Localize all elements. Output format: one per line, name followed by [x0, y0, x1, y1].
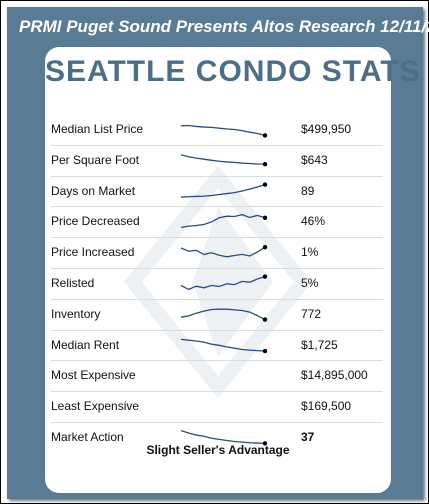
sparkline — [180, 214, 268, 229]
sparkline — [180, 124, 268, 138]
sparkline — [180, 181, 268, 198]
stat-value: 772 — [301, 306, 322, 321]
stat-row-most-expensive: Most Expensive $14,895,000 — [51, 361, 383, 393]
stat-value: $169,500 — [301, 399, 352, 414]
background-panel: PRMI Puget Sound Presents Altos Research… — [7, 7, 429, 499]
stat-value: $643 — [301, 152, 328, 167]
stat-row-inventory: Inventory 772 — [51, 300, 383, 331]
stat-label: Per Square Foot — [51, 152, 140, 167]
stat-row-price-increased: Price Increased 1% — [51, 238, 383, 269]
sparkline-path — [180, 124, 266, 137]
sparkline-path — [180, 183, 266, 198]
sparkline-endpoint — [262, 133, 268, 138]
stats-card: SEATTLE CONDO STATS Median List Price $4… — [45, 47, 421, 493]
stat-value: $14,895,000 — [301, 368, 368, 383]
sparkline — [180, 308, 268, 322]
stat-label: Median List Price — [51, 122, 144, 136]
stat-value: $1,725 — [301, 337, 338, 352]
sparkline — [180, 429, 268, 446]
stat-row-median-list-price: Median List Price $499,950 — [51, 115, 383, 146]
sparkline — [180, 274, 268, 291]
sparkline — [180, 154, 268, 167]
sparkline-path — [180, 429, 266, 445]
stat-label: Relisted — [51, 275, 95, 290]
stat-label: Price Increased — [51, 245, 135, 260]
stat-row-relisted: Relisted 5% — [51, 269, 383, 300]
sparkline-path — [180, 308, 266, 320]
sparkline-endpoint — [262, 181, 268, 187]
sparkline-path — [180, 246, 266, 258]
stat-row-days-on-market: Days on Market 89 — [51, 177, 383, 208]
stat-label: Median Rent — [51, 337, 120, 352]
stat-value: 89 — [301, 183, 315, 198]
sparkline-endpoint — [262, 441, 268, 446]
sparkline — [180, 245, 268, 258]
sparkline-endpoint — [262, 245, 268, 250]
sparkline-path — [180, 154, 266, 165]
sparkline-path — [180, 338, 266, 352]
stat-value: 37 — [301, 429, 315, 444]
stat-row-market-action: Market Action 37 — [51, 423, 383, 453]
stat-value: 5% — [301, 275, 319, 290]
stat-label: Most Expensive — [51, 368, 136, 383]
sparkline-endpoint — [262, 161, 268, 167]
sparkline-endpoint — [262, 317, 268, 322]
stat-value: 1% — [301, 245, 319, 260]
stat-label: Price Decreased — [51, 214, 140, 229]
sparkline-endpoint — [262, 348, 268, 353]
stats-table: Median List Price $499,950 Per Square Fo… — [51, 115, 383, 453]
stat-label: Least Expensive — [51, 399, 140, 414]
stat-row-least-expensive: Least Expensive $169,500 — [51, 392, 383, 423]
diamond-logo-watermark — [123, 167, 313, 397]
sparkline — [180, 338, 268, 353]
sparkline-endpoint — [262, 215, 268, 221]
header-title: PRMI Puget Sound Presents Altos Research… — [19, 17, 429, 36]
card-title: SEATTLE CONDO STATS — [45, 55, 421, 88]
stat-row-median-rent: Median Rent $1,725 — [51, 331, 383, 362]
stat-label: Days on Market — [51, 183, 136, 198]
market-action-summary: Slight Seller's Advantage — [146, 443, 290, 457]
stat-label: Market Action — [51, 429, 124, 444]
stat-row-per-square-foot: Per Square Foot $643 — [51, 146, 383, 177]
stat-value: 46% — [301, 214, 326, 229]
stat-value: $499,950 — [301, 122, 352, 136]
sparkline-endpoint — [262, 274, 268, 279]
sparkline-path — [180, 275, 266, 291]
sparkline-path — [180, 214, 266, 229]
stat-label: Inventory — [51, 306, 101, 321]
stat-row-price-decreased: Price Decreased 46% — [51, 207, 383, 239]
